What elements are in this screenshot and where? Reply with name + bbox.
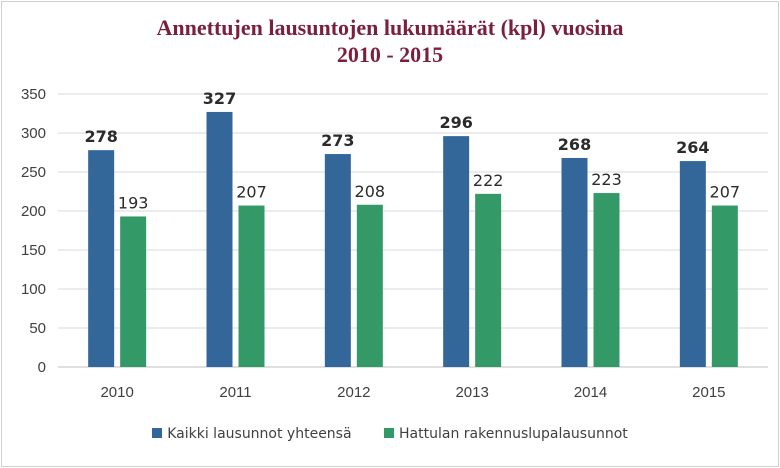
x-tick-label: 2015 — [692, 384, 725, 401]
bar-building-permits-2013 — [475, 193, 502, 367]
y-tick-label: 150 — [21, 242, 46, 259]
gridlines — [58, 93, 768, 368]
bar-total-2013 — [443, 136, 470, 367]
data-label-building-permits-2010: 193 — [118, 193, 149, 212]
legend-label-total: Kaikki lausunnot yhteensä — [167, 426, 352, 442]
y-tick-label: 0 — [38, 359, 46, 376]
y-tick-label: 300 — [21, 125, 46, 142]
x-tick-label: 2011 — [219, 384, 251, 401]
bar-total-2014 — [561, 157, 588, 367]
data-label-building-permits-2013: 222 — [473, 171, 504, 190]
y-axis: 0 50 100 150 200 250 300 350 — [21, 86, 46, 376]
bar-building-permits-2011 — [238, 205, 265, 367]
x-tick-label: 2010 — [100, 384, 133, 401]
x-tick-label: 2014 — [574, 384, 607, 401]
legend-swatch-building-permits — [384, 428, 395, 438]
legend-item-building-permits: Hattulan rakennuslupalausunnot — [384, 426, 628, 442]
chart-title: Annettujen lausuntojen lukumäärät (kpl) … — [0, 14, 780, 68]
legend-swatch-total — [152, 428, 163, 438]
data-label-building-permits-2012: 208 — [355, 182, 386, 201]
data-label-building-permits-2015: 207 — [710, 183, 741, 202]
data-label-total-2013: 296 — [439, 113, 472, 132]
bar-total-2012 — [324, 154, 351, 367]
legend: Kaikki lausunnot yhteensä Hattulan raken… — [0, 426, 780, 442]
data-label-building-permits-2011: 207 — [236, 183, 267, 202]
x-tick-label: 2013 — [455, 384, 488, 401]
data-label-total-2014: 268 — [558, 135, 591, 154]
bar-building-permits-2012 — [356, 204, 383, 367]
chart-title-line-1: Annettujen lausuntojen lukumäärät (kpl) … — [156, 15, 624, 40]
bars — [88, 111, 738, 367]
y-tick-label: 350 — [21, 86, 46, 103]
chart-title-line-2: 2010 - 2015 — [336, 42, 444, 67]
legend-item-total: Kaikki lausunnot yhteensä — [152, 426, 352, 442]
y-tick-label: 100 — [21, 281, 46, 298]
data-label-total-2012: 273 — [321, 131, 354, 150]
x-axis: 2010 2011 2012 2013 2014 2015 — [100, 384, 725, 401]
bar-building-permits-2010 — [120, 216, 147, 367]
data-label-total-2010: 278 — [84, 127, 117, 146]
legend-label-building-permits: Hattulan rakennuslupalausunnot — [399, 426, 628, 442]
bar-building-permits-2015 — [711, 205, 738, 367]
x-tick-label: 2012 — [337, 384, 370, 401]
y-tick-label: 200 — [21, 203, 46, 220]
y-tick-label: 50 — [29, 320, 46, 337]
data-label-building-permits-2014: 223 — [591, 170, 622, 189]
y-tick-label: 250 — [21, 164, 46, 181]
bar-total-2011 — [206, 111, 233, 367]
data-label-total-2015: 264 — [676, 138, 709, 157]
bar-total-2010 — [88, 150, 115, 367]
bar-building-permits-2014 — [593, 193, 620, 367]
data-label-total-2011: 327 — [203, 89, 236, 108]
bar-total-2015 — [679, 161, 706, 367]
